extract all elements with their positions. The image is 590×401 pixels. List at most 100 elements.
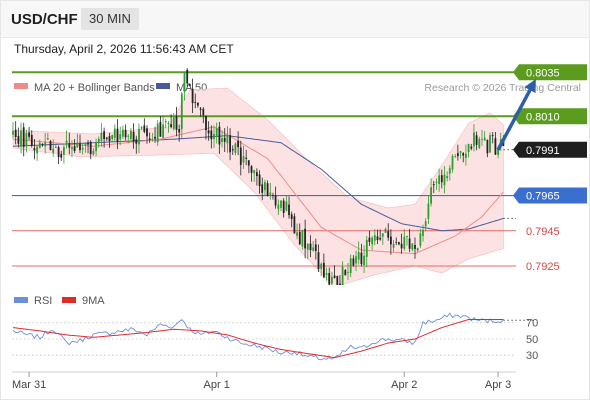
candle-body (341, 266, 344, 285)
candle-body (355, 256, 357, 264)
candle (239, 140, 242, 176)
candle-body (178, 129, 181, 133)
rsi-legend: RSI 9MA (14, 295, 105, 307)
candle (381, 232, 384, 245)
price-tag-label: 0.7991 (526, 145, 560, 157)
candle-body (282, 200, 285, 213)
candle (135, 135, 138, 154)
candle-body (339, 283, 341, 285)
candle (183, 71, 186, 101)
candle (446, 171, 449, 182)
candle (320, 262, 323, 277)
candle-body (130, 131, 132, 139)
candle (328, 267, 331, 285)
candle-body (317, 252, 320, 269)
candle-body (28, 132, 30, 137)
candle (280, 200, 282, 212)
candle-body (213, 134, 215, 139)
candle-body (427, 203, 430, 219)
candle-body (325, 273, 328, 275)
candle-body (247, 160, 250, 166)
candle (215, 122, 218, 144)
candle (138, 123, 140, 154)
interval-button[interactable]: 30 MIN (81, 8, 139, 30)
candle (20, 122, 22, 154)
candle (309, 235, 312, 258)
candle (151, 132, 154, 142)
candle (306, 243, 309, 260)
candle (314, 238, 317, 260)
candle (36, 146, 38, 161)
candle-body (274, 195, 277, 206)
candle (122, 125, 124, 139)
candle (272, 192, 274, 200)
candle-body (384, 228, 387, 233)
price-level-label: 0.7925 (526, 261, 560, 273)
candle (22, 122, 25, 157)
candle-body (191, 88, 194, 104)
legend-swatch-ma50 (156, 83, 170, 89)
candle (253, 169, 256, 182)
candle-body (392, 243, 395, 248)
candle (312, 240, 315, 252)
candle-body (489, 135, 491, 153)
candle (465, 144, 467, 166)
candle (336, 275, 339, 285)
price-tag-current (513, 141, 587, 158)
candle-body (63, 147, 65, 155)
candle (186, 68, 189, 87)
candle-body (459, 151, 462, 153)
candle-body (55, 147, 57, 148)
candle-body (239, 147, 242, 165)
candle (258, 170, 261, 194)
candle-body (387, 231, 390, 238)
candle-body (336, 276, 339, 285)
candle (261, 177, 264, 201)
candle (486, 139, 489, 158)
candle (256, 168, 258, 186)
candle-body (419, 233, 422, 246)
legend-swatch-ma20 (14, 83, 28, 89)
candle (170, 114, 172, 129)
candle (103, 127, 105, 148)
candle (355, 250, 357, 272)
legend-swatch-rsi (14, 297, 28, 303)
candle (427, 195, 430, 225)
candle (247, 160, 250, 174)
candle-body (73, 146, 76, 151)
candle (451, 154, 454, 173)
candle (63, 143, 65, 164)
candle-body (280, 200, 282, 208)
candle-body (379, 237, 382, 240)
candle (432, 181, 435, 194)
candle (12, 122, 14, 139)
candle (71, 140, 73, 158)
candle (38, 139, 41, 149)
candle (264, 179, 266, 197)
candle-body (344, 270, 347, 276)
candle (352, 255, 355, 267)
candle-body (347, 272, 349, 273)
candle (331, 271, 333, 285)
candle-body (218, 126, 221, 145)
candle-body (127, 135, 130, 137)
candle-body (132, 131, 135, 142)
candle-body (89, 141, 92, 155)
candle-body (25, 132, 28, 147)
candle-body (424, 221, 427, 227)
rsi-line (12, 312, 504, 361)
candle-body (124, 129, 127, 138)
candle-body (298, 231, 301, 245)
candle-body (189, 84, 191, 86)
candle (229, 128, 231, 161)
candle (189, 83, 191, 87)
candle (448, 165, 451, 181)
candle (57, 145, 60, 165)
candle (373, 228, 376, 246)
candle (218, 121, 221, 154)
candle-body (473, 132, 475, 147)
candle-body (467, 144, 470, 152)
price-tag-label: 0.7965 (526, 191, 560, 203)
candle-body (135, 139, 138, 144)
